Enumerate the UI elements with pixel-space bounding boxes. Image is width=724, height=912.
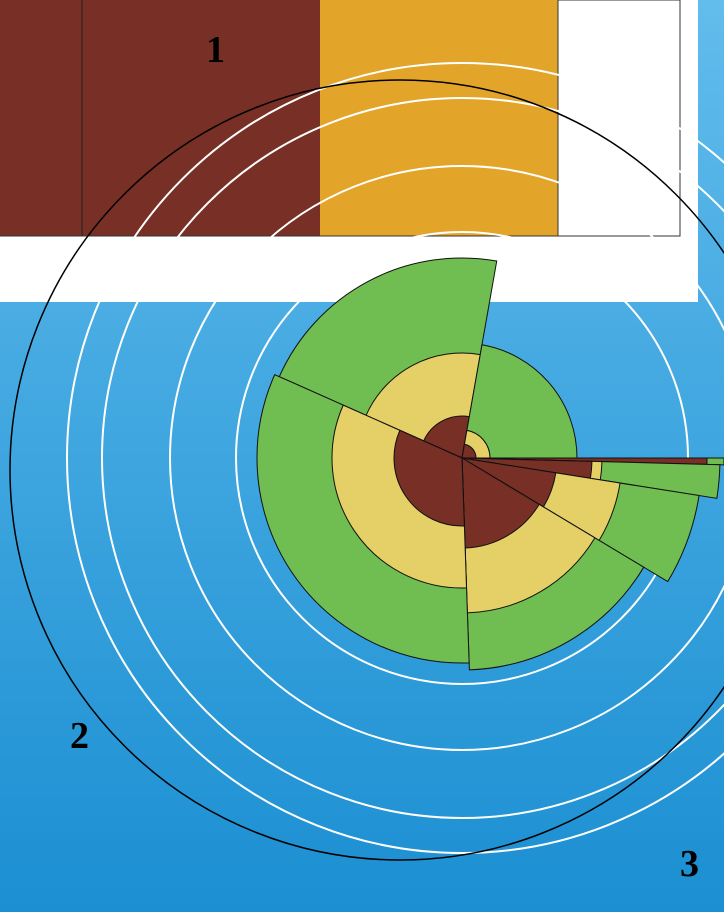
label-one: 1 <box>206 29 225 71</box>
label-three: 3 <box>680 843 699 885</box>
ring <box>169 165 724 751</box>
wedge <box>422 415 470 459</box>
wedge <box>393 429 465 527</box>
orange-column <box>320 0 558 236</box>
wedge <box>461 457 540 549</box>
outline-circle <box>9 79 724 861</box>
wedge <box>461 344 578 459</box>
polar-chart <box>256 257 724 671</box>
brown-column <box>0 0 320 236</box>
ring <box>101 97 724 819</box>
label-two: 2 <box>70 715 89 757</box>
ring <box>66 62 724 854</box>
image-panel <box>0 0 698 302</box>
